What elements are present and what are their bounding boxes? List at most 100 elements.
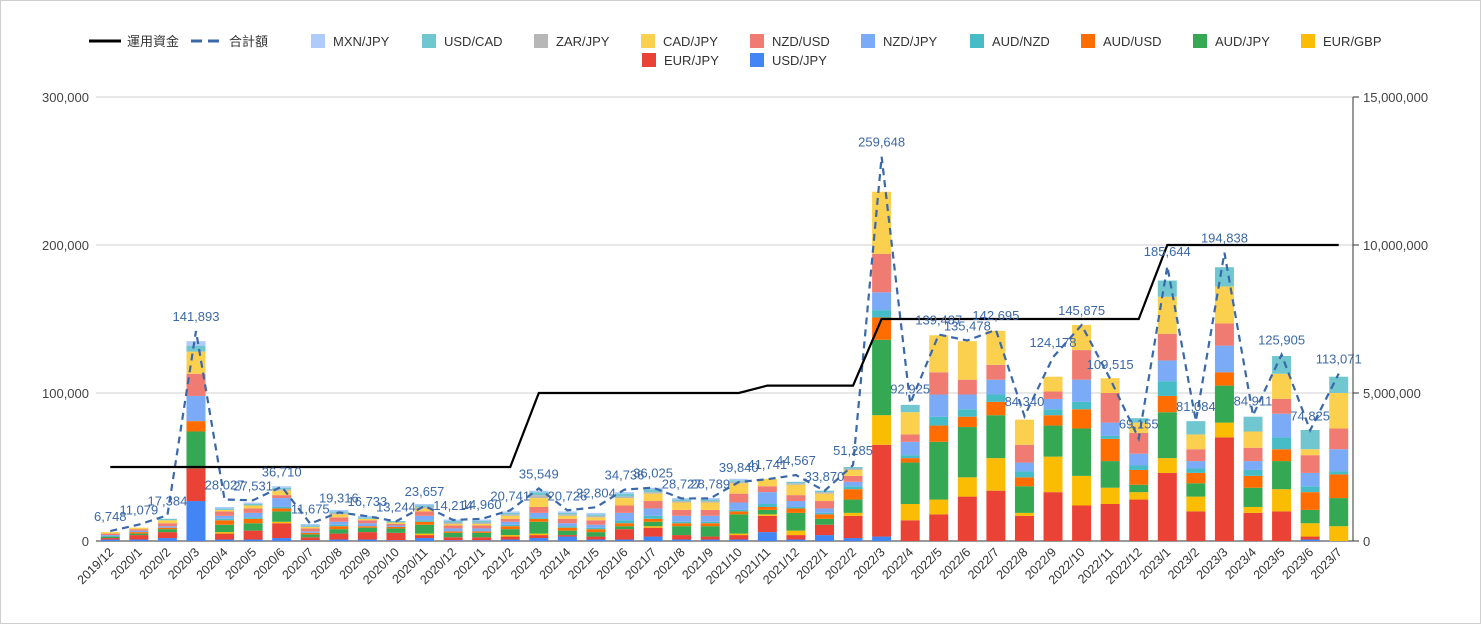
bar-segment-usd-cad-2022-4	[900, 404, 920, 413]
data-label-2020-2: 17,384	[148, 493, 188, 508]
y-left-tick-label-2: 200,000	[42, 238, 89, 253]
bar-segment-aud-nzd-2023-1	[1157, 381, 1177, 396]
bar-segment-usd-cad-2023-7	[1329, 376, 1349, 393]
bar-segment-aud-jpy-2021-6	[615, 526, 635, 530]
bar-segment-zar-jpy-2021-1	[472, 522, 492, 524]
bar-segment-nzd-jpy-2022-6	[957, 394, 977, 410]
bar-segment-usd-jpy-2023-6	[1300, 539, 1320, 541]
bar-segment-nzd-jpy-2023-2	[1186, 461, 1206, 469]
bar-segment-eur-jpy-2022-7	[986, 490, 1006, 541]
bar-segment-nzd-usd-2023-7	[1329, 428, 1349, 450]
bar-segment-eur-gbp-2022-4	[900, 504, 920, 521]
bar-segment-aud-nzd-2022-6	[957, 409, 977, 417]
bar-segment-aud-nzd-2021-3	[529, 517, 549, 519]
bar-segment-eur-jpy-2021-3	[529, 535, 549, 539]
bar-segment-eur-jpy-2020-11	[415, 535, 435, 539]
bar-segment-nzd-usd-2020-6	[272, 495, 292, 499]
legend-swatch-mxn-jpy	[311, 34, 325, 48]
bar-segment-aud-usd-2020-9	[357, 526, 377, 528]
bar-segment-aud-nzd-2022-4	[900, 455, 920, 459]
bar-segment-usd-jpy-2021-8	[672, 539, 692, 541]
bar-segment-aud-jpy-2020-9	[357, 527, 377, 533]
bar-segment-aud-usd-2022-6	[957, 416, 977, 428]
x-tick-label-2023-2: 2023/2	[1165, 545, 1202, 582]
bar-segment-aud-usd-2023-5	[1272, 449, 1292, 462]
bar-segment-usd-cad-2021-1	[472, 521, 492, 523]
bar-segment-aud-usd-2022-2	[843, 489, 863, 500]
bar-segment-nzd-jpy-2022-10	[1072, 379, 1092, 402]
bar-segment-aud-nzd-2020-11	[415, 520, 435, 522]
bar-segment-cad-jpy-2020-11	[415, 508, 435, 512]
bar-segment-zar-jpy-2021-7	[643, 492, 663, 494]
x-tick-label-2021-2: 2021/2	[479, 545, 516, 582]
bar-segment-nzd-jpy-2021-6	[615, 512, 635, 521]
bar-segment-nzd-jpy-2020-3	[186, 395, 206, 422]
legend-swatch-aud-nzd	[970, 34, 984, 48]
bar-segment-nzd-jpy-2020-4	[215, 515, 235, 519]
bar-segment-nzd-usd-2020-1	[129, 529, 149, 531]
bar-segment-eur-gbp-2020-11	[415, 533, 435, 536]
bar-segment-aud-usd-2021-1	[472, 531, 492, 533]
bar-segment-eur-jpy-2022-6	[957, 496, 977, 541]
bar-segment-nzd-usd-2021-8	[672, 509, 692, 516]
legend-swatch-cad-jpy	[641, 34, 655, 48]
bar-segment-usd-cad-2021-9	[700, 499, 720, 502]
bar-segment-eur-jpy-2021-2	[500, 536, 520, 540]
bar-segment-eur-jpy-2022-3	[872, 444, 892, 537]
bar-segment-cad-jpy-2021-9	[700, 502, 720, 510]
bar-segment-aud-jpy-2020-3	[186, 431, 206, 469]
x-tick-label-2022-2: 2022/2	[822, 545, 859, 582]
bar-segment-mxn-jpy-2021-5	[586, 512, 606, 515]
bar-segment-aud-jpy-2023-1	[1157, 412, 1177, 459]
bar-segment-zar-jpy-2021-9	[700, 501, 720, 503]
bar-segment-nzd-jpy-2021-9	[700, 515, 720, 522]
bar-segment-aud-nzd-2021-9	[700, 521, 720, 524]
y-right-tick-label-0: 0	[1363, 534, 1370, 549]
bar-segment-nzd-jpy-2022-12	[1129, 453, 1149, 466]
bar-segment-nzd-usd-2020-12	[443, 525, 463, 529]
bar-segment-eur-gbp-2021-12	[786, 530, 806, 536]
bar-segment-aud-jpy-2020-2	[157, 529, 177, 533]
data-label-2022-7: 142,695	[972, 308, 1019, 323]
bar-segment-nzd-usd-2023-4	[1243, 447, 1263, 462]
bar-segment-zar-jpy-2022-1	[814, 492, 834, 494]
bar-segment-nzd-jpy-2020-2	[157, 526, 177, 528]
bar-segment-nzd-jpy-2021-7	[643, 508, 663, 516]
x-tick-label-2021-5: 2021/5	[565, 545, 602, 582]
bar-segment-usd-jpy-2022-1	[814, 535, 834, 541]
bar-segment-aud-nzd-2020-4	[215, 518, 235, 521]
bar-segment-nzd-jpy-2021-2	[500, 521, 520, 525]
total-dashed-line	[110, 156, 1340, 533]
bar-segment-usd-cad-2020-6	[272, 487, 292, 490]
bar-segment-eur-jpy-2020-1	[129, 535, 149, 540]
data-label-2020-4: 28,027	[205, 478, 245, 493]
bar-segment-usd-cad-2020-2	[157, 518, 177, 521]
bar-segment-usd-jpy-2020-11	[415, 538, 435, 541]
bar-segment-eur-gbp-2022-9	[1043, 456, 1063, 493]
bar-segment-aud-usd-2023-7	[1329, 474, 1349, 499]
data-label-2022-12: 69,155	[1119, 417, 1159, 432]
bar-segment-usd-cad-2020-4	[215, 508, 235, 510]
bar-segment-nzd-usd-2023-6	[1300, 455, 1320, 473]
data-label-2023-5: 125,905	[1258, 333, 1305, 348]
bar-segment-eur-jpy-2023-3	[1214, 437, 1234, 541]
x-tick-label-2020-3: 2020/3	[165, 545, 202, 582]
bar-segment-aud-usd-2022-10	[1072, 409, 1092, 429]
bar-segment-nzd-usd-2020-5	[243, 508, 263, 513]
x-tick-label-2021-1: 2021/1	[451, 545, 488, 582]
bar-segment-usd-jpy-2021-6	[615, 539, 635, 541]
bar-segment-usd-cad-2021-8	[672, 499, 692, 502]
bar-segment-usd-jpy-2020-2	[157, 538, 177, 541]
bar-segment-aud-usd-2020-10	[386, 526, 406, 529]
bar-segment-nzd-jpy-2023-4	[1243, 461, 1263, 470]
bar-segment-cad-jpy-2022-6	[957, 341, 977, 380]
legend-label-aud-usd: AUD/USD	[1103, 34, 1162, 49]
bar-segment-aud-usd-2020-12	[443, 531, 463, 533]
bar-segment-aud-usd-2020-11	[415, 521, 435, 525]
bar-segment-aud-nzd-2022-11	[1100, 435, 1120, 439]
data-label-2020-9: 16,733	[348, 494, 388, 509]
bar-segment-aud-jpy-2022-6	[957, 427, 977, 478]
legend-label-eur-gbp: EUR/GBP	[1323, 34, 1382, 49]
bar-segment-nzd-usd-2020-7	[300, 528, 320, 532]
